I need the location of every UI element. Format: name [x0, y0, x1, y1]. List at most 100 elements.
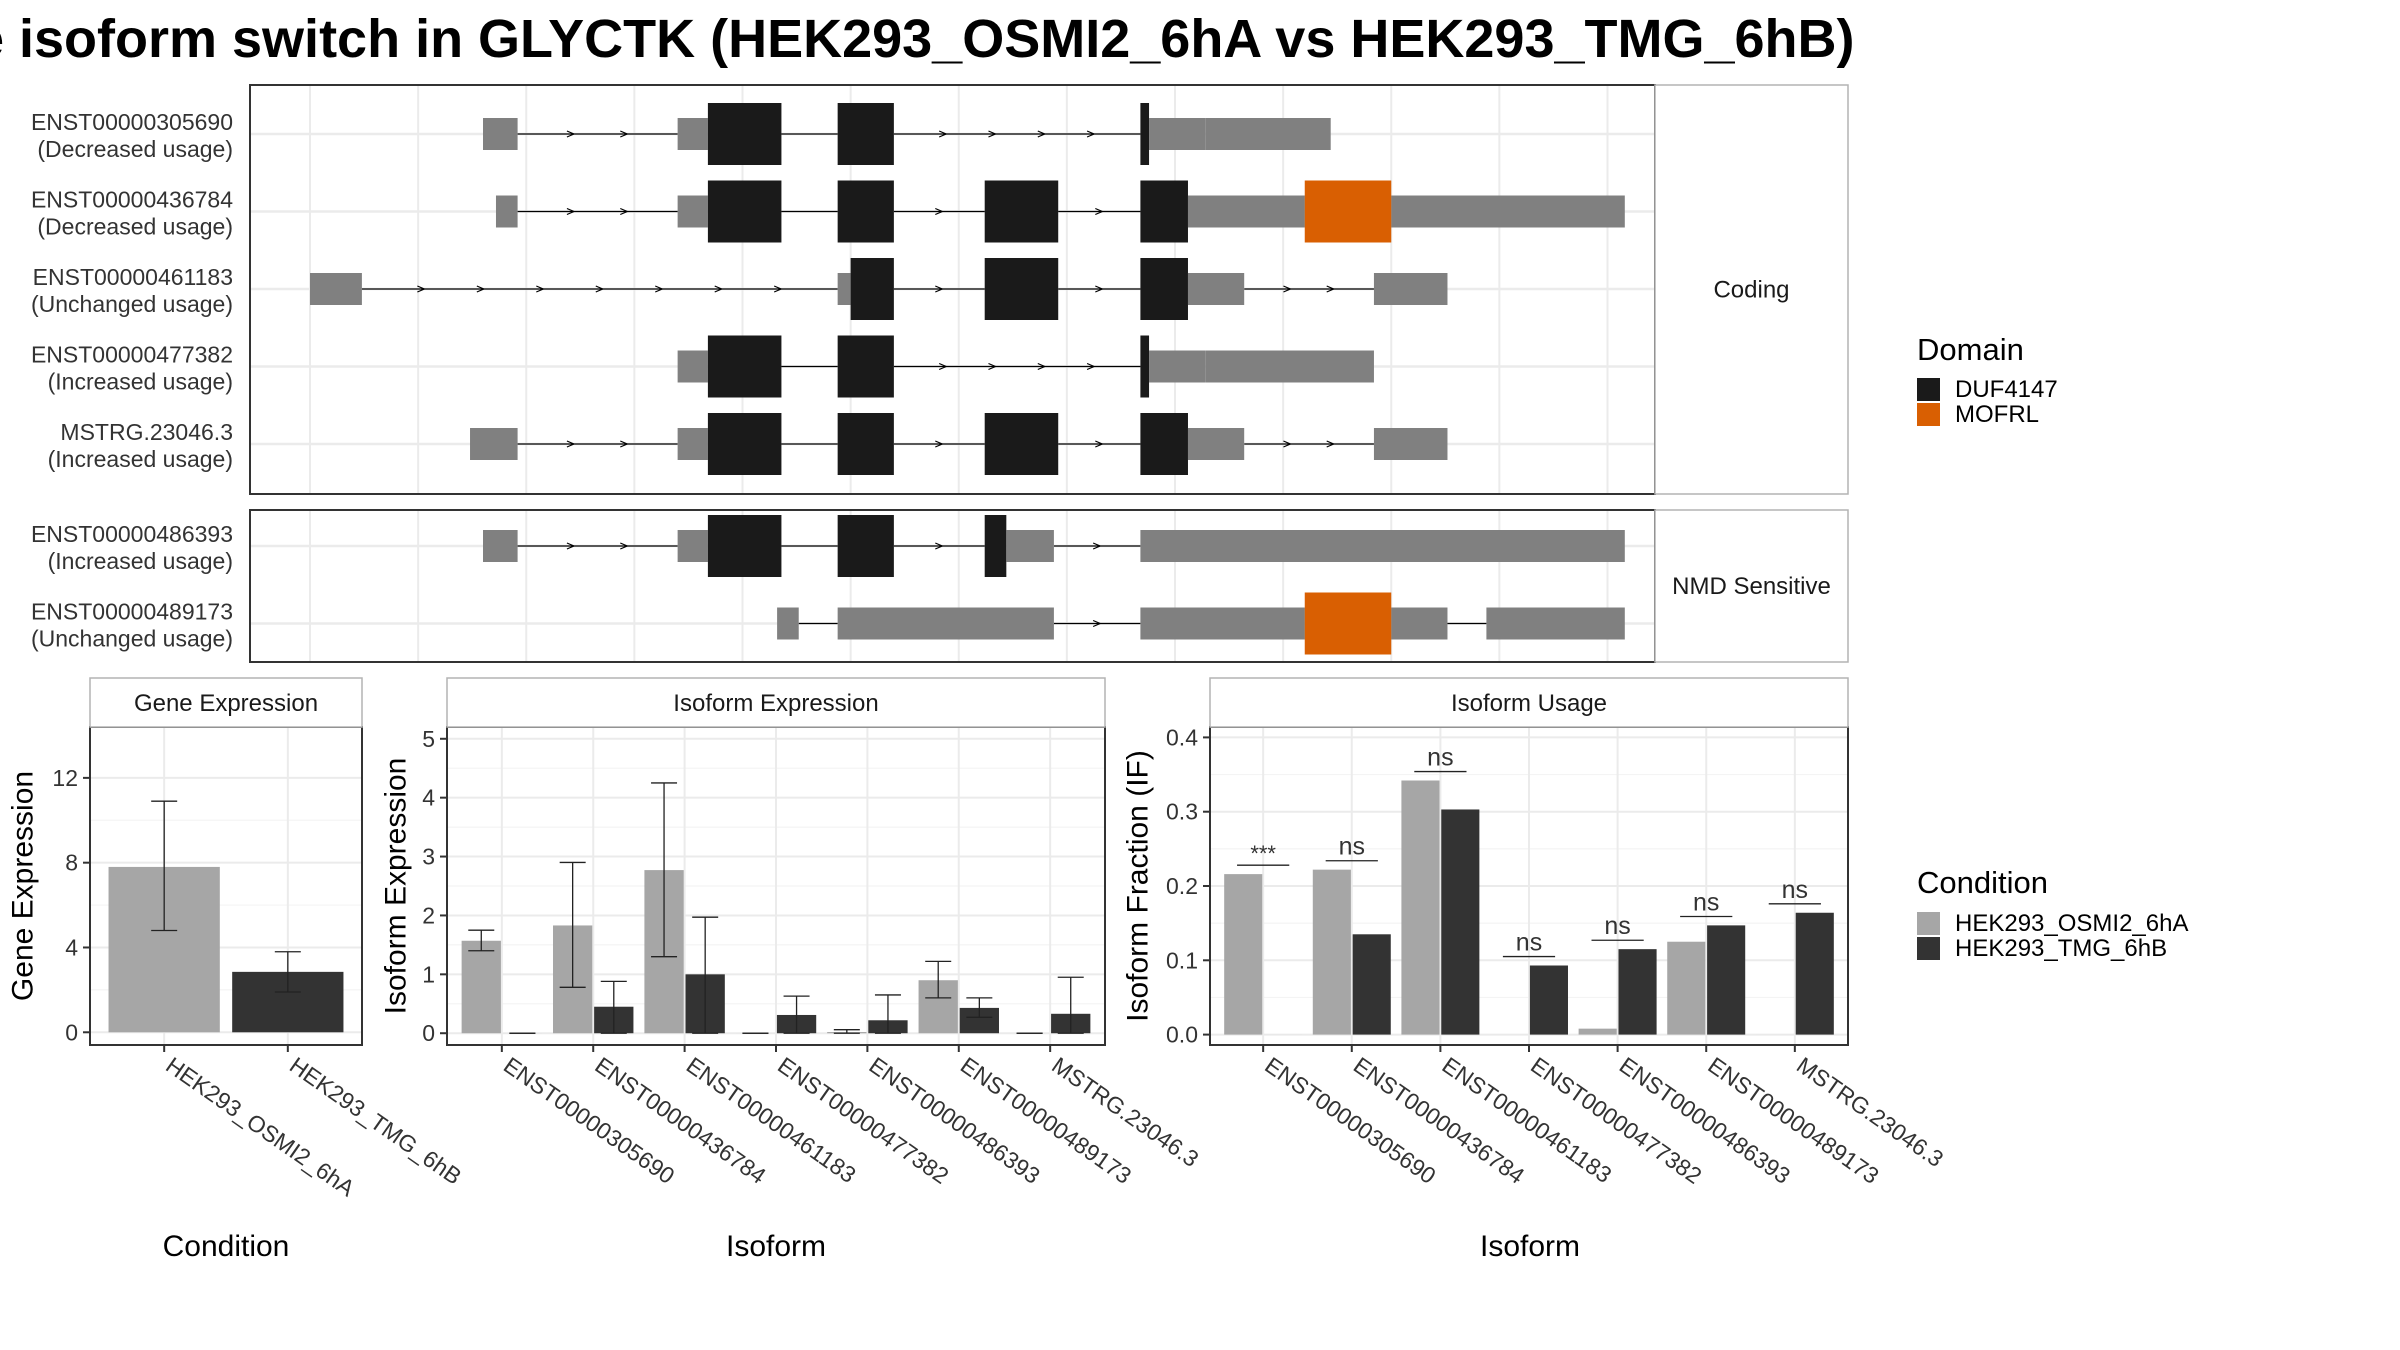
transcript-row: MSTRG.23046.3(Increased usage)	[48, 413, 1655, 475]
utr-exon	[1205, 118, 1331, 150]
coding-exon	[1140, 258, 1188, 320]
x-axis-title: Condition	[163, 1230, 290, 1263]
transcript-id-label: ENST00000436784	[31, 187, 233, 213]
facet-strip-label: NMD Sensitive	[1672, 573, 1831, 600]
utr-exon	[1391, 607, 1448, 640]
intron-arrow	[417, 285, 426, 293]
utr-exon	[777, 607, 799, 640]
coding-exon	[707, 413, 782, 475]
intron-arrow	[1092, 542, 1102, 550]
y-tick-label: 2	[422, 902, 435, 928]
bar-chart-panel: Isoform Expression012345ENST00000305690E…	[380, 677, 1204, 1263]
utr-exon	[1187, 428, 1245, 460]
y-tick-label: 0.2	[1166, 873, 1198, 899]
panel-strip	[446, 677, 1106, 728]
utr-exon	[1261, 607, 1305, 640]
utr-exon	[495, 195, 518, 228]
y-axis-title: Isoform Expression	[380, 758, 413, 1015]
coding-exon	[837, 515, 894, 577]
utr-exon	[1373, 273, 1448, 305]
significance-label: ns	[1516, 929, 1542, 957]
coding-exon	[1140, 413, 1188, 475]
coding-exon	[984, 180, 1059, 243]
utr-exon	[837, 607, 1054, 640]
y-axis-title: Isoform Fraction (IF)	[1122, 750, 1155, 1022]
coding-exon	[837, 335, 894, 398]
utr-exon	[1149, 118, 1206, 150]
transcript-row: ENST00000305690(Decreased usage)	[31, 103, 1655, 165]
bar	[1441, 809, 1480, 1035]
intron-arrow	[620, 207, 629, 216]
intron-arrow	[476, 285, 486, 293]
panel-strip-title: Isoform Usage	[1451, 690, 1607, 717]
transcript-row: ENST00000477382(Increased usage)	[31, 335, 1655, 398]
legend-label: MOFRL	[1955, 401, 2039, 428]
y-tick-label: 0.3	[1166, 799, 1198, 825]
intron-arrow	[566, 207, 576, 216]
coding-exon	[1140, 103, 1150, 165]
coding-exon	[850, 258, 894, 320]
coding-exon	[984, 515, 1007, 577]
utr-exon	[470, 428, 518, 460]
legend-label: HEK293_TMG_6hB	[1955, 935, 2167, 962]
bar	[1618, 949, 1657, 1035]
bar	[1667, 941, 1706, 1035]
bar	[1401, 780, 1440, 1035]
intron-arrow	[595, 285, 605, 293]
coding-exon	[707, 180, 782, 243]
x-tick-label: ENST00000477382	[773, 1052, 953, 1189]
intron-arrow	[620, 130, 629, 138]
intron-arrow	[1326, 285, 1336, 293]
coding-exon	[1140, 335, 1150, 398]
bar	[1224, 874, 1263, 1035]
transcript-id-label: MSTRG.23046.3	[60, 419, 233, 445]
transcript-usage-label: (Increased usage)	[48, 548, 233, 574]
intron-arrow	[935, 542, 944, 550]
intron-arrow	[566, 130, 576, 138]
significance-label: ns	[1693, 888, 1719, 916]
coding-exon	[707, 103, 782, 165]
x-axis-title: Isoform	[1480, 1230, 1580, 1263]
significance-label: ns	[1339, 833, 1365, 861]
transcript-usage-label: (Unchanged usage)	[31, 291, 233, 317]
transcript-id-label: ENST00000489173	[31, 599, 233, 625]
intron-arrow	[655, 285, 664, 293]
y-tick-label: 0	[422, 1020, 435, 1046]
structure-facet: ENST00000305690(Decreased usage) ENST0000…	[31, 84, 1849, 495]
transcript-usage-label: (Decreased usage)	[37, 136, 233, 162]
intron-arrow	[773, 285, 783, 293]
intron-arrow	[988, 362, 998, 371]
bar-chart-panel: *** ns ns ns ns ns ns Isoform Usage 0.0 0.1 0.2 0.3…	[1122, 677, 1948, 1263]
transcript-row: ENST00000461183(Unchanged usage)	[31, 258, 1655, 320]
intron-arrow	[935, 440, 944, 448]
significance-label: ns	[1604, 912, 1630, 940]
utr-exon	[1205, 350, 1374, 383]
y-tick-label: 0.0	[1166, 1022, 1198, 1048]
intron-arrow	[566, 542, 576, 550]
intron-arrow	[1086, 362, 1096, 371]
facet-strip	[1654, 509, 1849, 663]
x-tick-label: ENST00000489173	[956, 1052, 1136, 1189]
x-tick-label: ENST00000436784	[590, 1052, 771, 1189]
intron-arrow	[620, 542, 629, 550]
intron-arrow	[1326, 440, 1336, 448]
x-axis-title: Isoform	[726, 1230, 826, 1263]
bar	[1795, 912, 1834, 1035]
panel-strip	[1209, 677, 1849, 728]
coding-exon	[984, 258, 1059, 320]
transcript-usage-label: (Increased usage)	[48, 369, 233, 395]
facet-strip	[1654, 84, 1849, 495]
transcript-id-label: ENST00000461183	[33, 264, 233, 290]
bar	[1578, 1028, 1617, 1035]
significance-label: ***	[1250, 841, 1276, 866]
panel-strip-title: Isoform Expression	[673, 690, 878, 717]
legend-key-duf4147	[1917, 378, 1940, 401]
coding-exon	[707, 515, 782, 577]
intron-arrow	[620, 440, 629, 448]
utr-exon	[1149, 350, 1206, 383]
protein-domain-mofrl	[1304, 180, 1392, 243]
legend-key-condition	[1917, 912, 1940, 935]
